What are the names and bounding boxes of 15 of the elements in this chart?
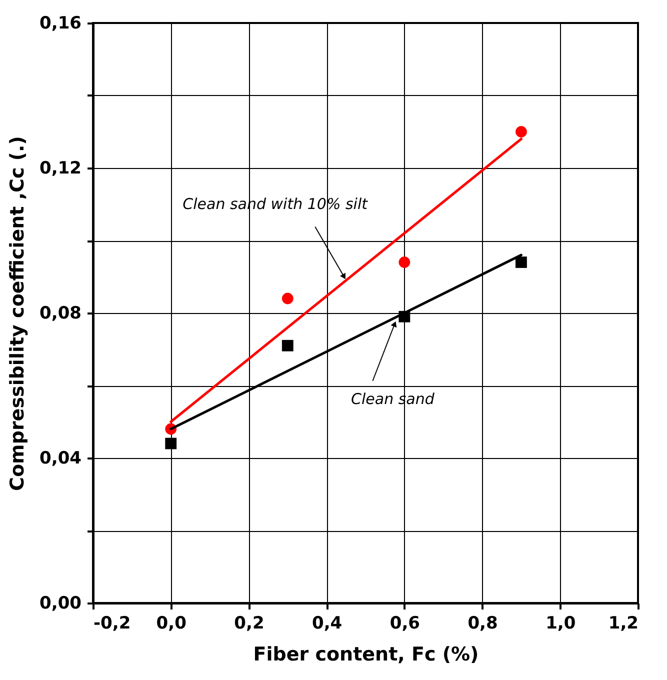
x-tick-label: 1,0 [546, 614, 576, 634]
x-tick-label: -0,2 [94, 614, 131, 634]
x-tick-label: 0,4 [312, 614, 342, 634]
y-axis-title: Compressibility coefficient ,Cc (.) [6, 136, 29, 491]
x-tick-label: 0,8 [468, 614, 498, 634]
y-tick-label: 0,08 [40, 304, 82, 324]
x-axis-title: Fiber content, Fc (%) [253, 644, 479, 666]
y-tick-label: 0,12 [40, 158, 82, 178]
y-tick-label: 0,00 [40, 594, 82, 614]
x-tick-label: 0,2 [234, 614, 264, 634]
x-tick-label: 1,2 [608, 614, 638, 634]
x-tick-label: 0,6 [390, 614, 420, 634]
y-tick-label: 0,04 [40, 448, 82, 468]
x-tick-label: 0,0 [156, 614, 187, 634]
y-tick-label: 0,16 [40, 14, 82, 34]
